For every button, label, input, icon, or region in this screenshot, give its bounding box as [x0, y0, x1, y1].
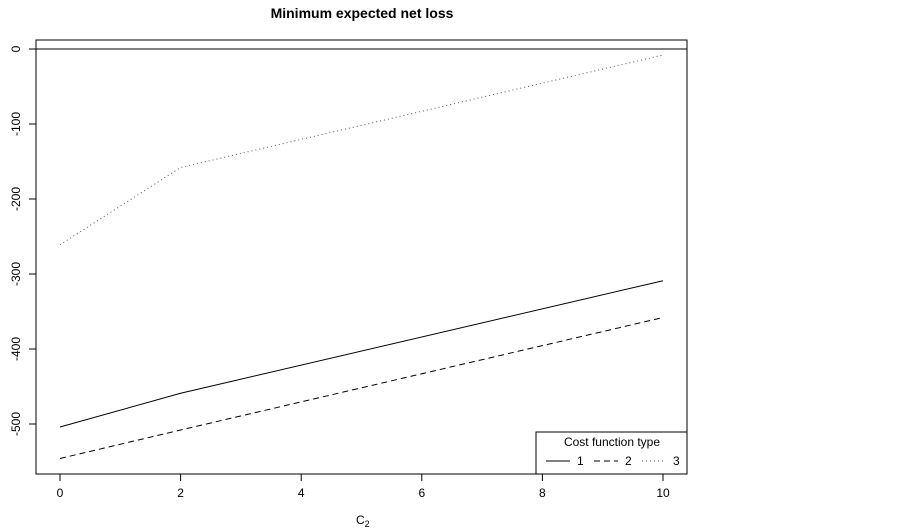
legend-title: Cost function type	[564, 435, 660, 449]
legend-label-2: 2	[625, 454, 632, 468]
legend-label-1: 1	[577, 454, 584, 468]
y-tick-label: -200	[9, 187, 23, 211]
chart-title: Minimum expected net loss	[271, 5, 454, 21]
x-axis-label: C2	[356, 513, 370, 529]
series-line-1	[59, 280, 664, 428]
x-axis-label-main: C	[356, 513, 365, 527]
legend: Cost function type 1 2 3	[535, 431, 688, 475]
y-tick-label: -400	[9, 337, 23, 361]
plot-frame	[35, 39, 688, 475]
x-tick-label: 6	[418, 486, 425, 500]
y-tick-label: -300	[9, 262, 23, 286]
y-tick-label: -100	[9, 112, 23, 136]
x-tick-label: 0	[57, 486, 64, 500]
series-layer	[59, 54, 664, 459]
x-tick-label: 10	[656, 486, 670, 500]
legend-label-3: 3	[673, 454, 680, 468]
legend-box	[535, 431, 688, 475]
x-tick-label: 8	[539, 486, 546, 500]
y-axis: 0 -100 -200 -300 -400 -500	[9, 45, 37, 436]
legend-items: 1 2 3	[546, 454, 680, 468]
x-axis-label-subscript: 2	[365, 519, 370, 529]
series-line-2	[59, 317, 664, 459]
series-line-3	[59, 54, 664, 246]
x-tick-label: 4	[298, 486, 305, 500]
y-tick-label: -500	[9, 412, 23, 436]
x-axis: 0 2 4 6 8 10	[57, 473, 670, 500]
x-tick-label: 2	[177, 486, 184, 500]
y-tick-label: 0	[9, 45, 23, 52]
